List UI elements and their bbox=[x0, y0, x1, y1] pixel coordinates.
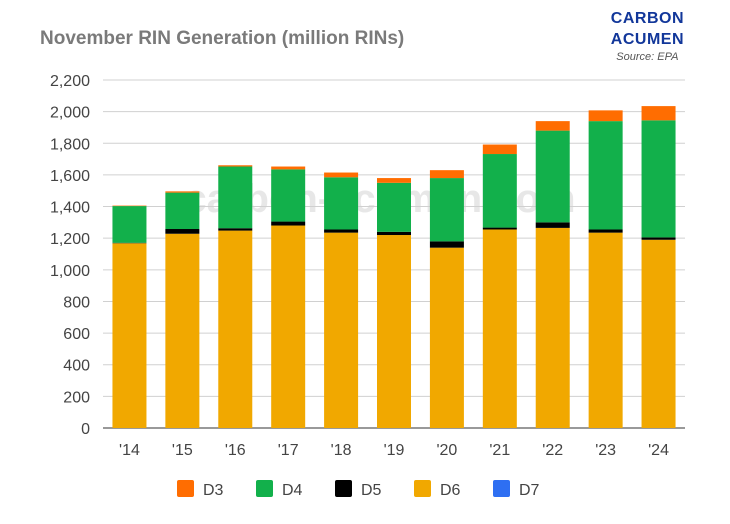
y-tick-label: 0 bbox=[81, 421, 90, 438]
y-tick-label: 400 bbox=[63, 358, 90, 375]
bar-d4-2024 bbox=[641, 120, 676, 238]
y-tick-label: 800 bbox=[63, 294, 90, 311]
bar-d3-2023 bbox=[588, 110, 623, 122]
bar-d5-2020 bbox=[429, 241, 464, 248]
bar-d5-2024 bbox=[641, 237, 676, 240]
bar-d6-2021 bbox=[482, 229, 517, 428]
y-tick-label: 1,800 bbox=[50, 136, 90, 153]
bar-d5-2018 bbox=[324, 229, 359, 233]
bar-d6-2019 bbox=[377, 235, 411, 428]
legend-label-d4: D4 bbox=[282, 482, 303, 499]
bars bbox=[112, 106, 676, 428]
y-tick-label: 1,400 bbox=[50, 200, 90, 217]
bar-d4-2022 bbox=[535, 130, 570, 223]
bar-d6-2016 bbox=[218, 230, 253, 428]
legend-swatch-d4 bbox=[256, 480, 273, 497]
bar-d5-2021 bbox=[482, 227, 517, 230]
y-axis: 0 200 400 600 800 1,000 1,200 1,400 1,600 1,800 2,… bbox=[50, 73, 90, 438]
bar-d6-2017 bbox=[271, 225, 306, 428]
bar-d4-2019 bbox=[377, 182, 411, 232]
bar-d5-2015 bbox=[165, 229, 200, 234]
bar-d4-2021 bbox=[482, 154, 517, 228]
bar-d3-2016 bbox=[218, 165, 253, 167]
x-tick-label: '14 bbox=[119, 442, 140, 459]
brand-line-1: CARBON bbox=[610, 10, 684, 27]
bar-d6-2015 bbox=[165, 233, 200, 428]
y-tick-label: 2,000 bbox=[50, 105, 90, 122]
bar-d4-2018 bbox=[324, 177, 359, 230]
bar-d3-2018 bbox=[324, 172, 359, 178]
x-tick-label: '20 bbox=[436, 442, 457, 459]
bar-d3-2020 bbox=[429, 170, 464, 179]
y-tick-label: 200 bbox=[63, 389, 90, 406]
x-tick-label: '24 bbox=[648, 442, 669, 459]
bar-d6-2018 bbox=[324, 232, 359, 428]
x-tick-label: '21 bbox=[489, 442, 510, 459]
bar-d5-2016 bbox=[218, 228, 253, 231]
brand-logo: CARBON ACUMEN Source: EPA bbox=[611, 8, 684, 65]
bar-d6-2020 bbox=[429, 247, 464, 428]
y-tick-label: 1,200 bbox=[50, 231, 90, 248]
legend-label-d5: D5 bbox=[361, 482, 382, 499]
bar-d3-2017 bbox=[271, 166, 306, 170]
legend-label-d6: D6 bbox=[440, 482, 461, 499]
source-note: Source: EPA bbox=[616, 51, 679, 63]
bar-d5-2023 bbox=[588, 229, 623, 233]
y-tick-label: 1,600 bbox=[50, 168, 90, 185]
bar-d5-2019 bbox=[377, 231, 411, 236]
legend: D3 D4 D5 D6 D7 bbox=[177, 480, 540, 499]
bar-d5-2022 bbox=[535, 222, 570, 228]
y-tick-label: 600 bbox=[63, 326, 90, 343]
chart-title: November RIN Generation (million RINs) bbox=[40, 28, 405, 49]
bar-d6-2014 bbox=[112, 243, 147, 428]
bar-d4-2020 bbox=[429, 178, 464, 242]
legend-swatch-d5 bbox=[335, 480, 352, 497]
x-tick-label: '19 bbox=[384, 442, 405, 459]
bar-d6-2024 bbox=[641, 239, 676, 428]
y-tick-label: 1,000 bbox=[50, 263, 90, 280]
x-tick-label: '15 bbox=[172, 442, 193, 459]
bar-d3-2022 bbox=[535, 121, 570, 131]
bar-d4-2014 bbox=[112, 206, 147, 243]
legend-label-d3: D3 bbox=[203, 482, 224, 499]
legend-label-d7: D7 bbox=[519, 482, 540, 499]
bar-d3-2019 bbox=[377, 178, 411, 183]
legend-swatch-d6 bbox=[414, 480, 431, 497]
x-tick-label: '22 bbox=[542, 442, 563, 459]
bar-d4-2015 bbox=[165, 192, 200, 230]
bar-d3-2024 bbox=[641, 106, 676, 121]
bar-d5-2017 bbox=[271, 221, 306, 226]
legend-swatch-d7 bbox=[493, 480, 510, 497]
x-tick-label: '16 bbox=[225, 442, 246, 459]
bar-d3-2015 bbox=[165, 191, 200, 193]
x-tick-label: '23 bbox=[595, 442, 616, 459]
brand-line-2: ACUMEN bbox=[610, 31, 684, 48]
bar-d6-2023 bbox=[588, 232, 623, 428]
bar-d4-2017 bbox=[271, 169, 306, 222]
y-tick-label: 2,200 bbox=[50, 73, 90, 90]
x-axis: '14 '15 '16 '17 '18 '19 '20 '21 '22 '23 '24 bbox=[119, 442, 669, 459]
x-tick-label: '17 bbox=[278, 442, 299, 459]
bar-d4-2016 bbox=[218, 166, 253, 229]
legend-swatch-d3 bbox=[177, 480, 194, 497]
bar-d3-2021 bbox=[482, 144, 517, 155]
x-tick-label: '18 bbox=[331, 442, 352, 459]
bar-d6-2022 bbox=[535, 227, 570, 428]
bar-d4-2023 bbox=[588, 121, 623, 230]
